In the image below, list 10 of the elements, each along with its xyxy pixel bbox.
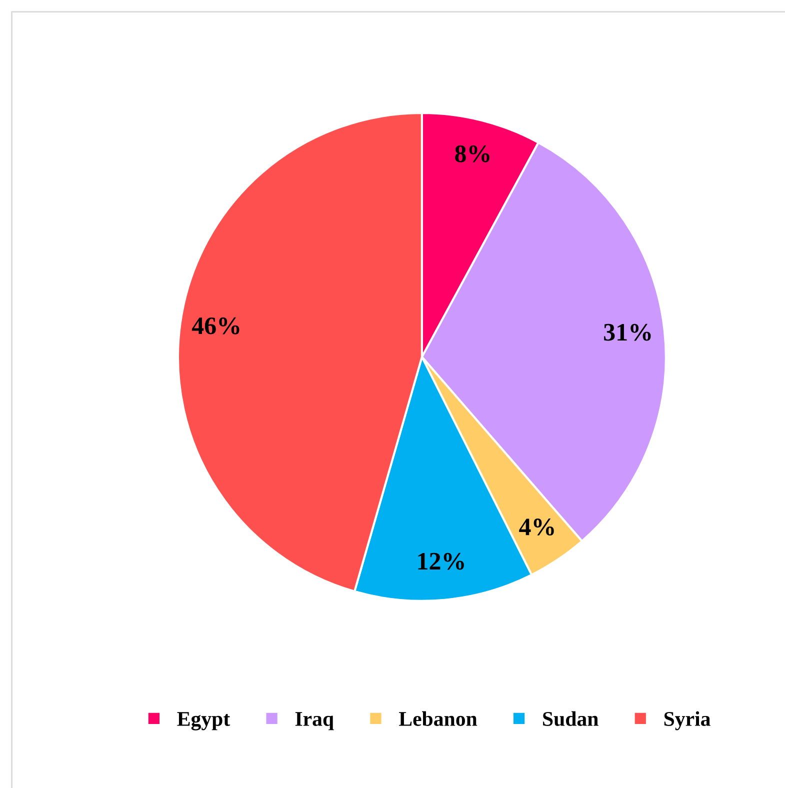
- data-label: 8%: [455, 145, 490, 162]
- legend-label: Lebanon: [399, 711, 478, 726]
- legend-label: Sudan: [543, 711, 598, 726]
- data-label: 4%: [519, 518, 554, 536]
- data-label: 12%: [418, 552, 464, 570]
- legend-label: Syria: [664, 711, 710, 730]
- data-label: 31%: [604, 324, 651, 341]
- legend-label: Iraq: [295, 712, 334, 730]
- data-label: 46%: [192, 317, 240, 334]
- legend-label: Egypt: [177, 712, 230, 730]
